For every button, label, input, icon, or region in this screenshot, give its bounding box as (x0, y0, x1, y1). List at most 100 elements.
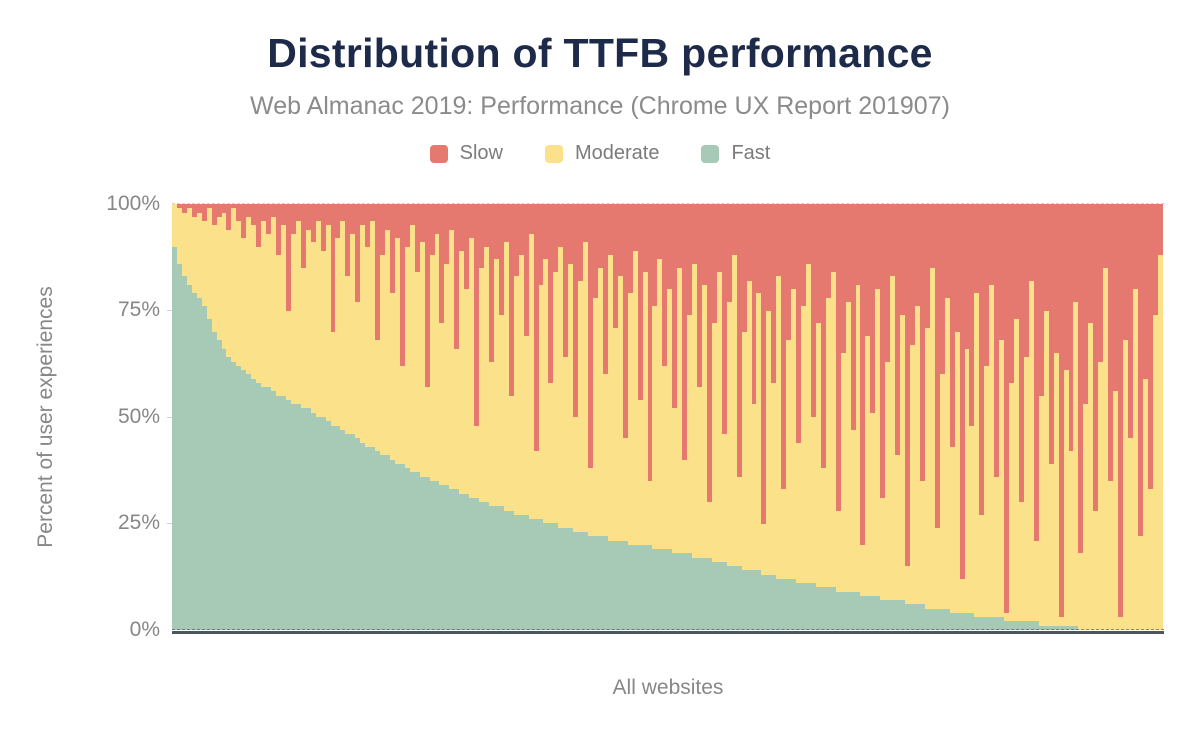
bar-column[interactable] (801, 204, 806, 630)
legend-item-slow[interactable]: Slow (429, 142, 503, 165)
bar-column[interactable] (771, 204, 777, 630)
bar-column[interactable] (880, 204, 886, 630)
bar-column[interactable] (449, 204, 455, 630)
bar-column[interactable] (845, 204, 851, 630)
bar-column[interactable] (290, 204, 296, 630)
bar-column[interactable] (493, 204, 499, 630)
bar-column[interactable] (726, 204, 732, 630)
bar-column[interactable] (929, 204, 935, 630)
bar-column[interactable] (439, 204, 445, 630)
bar-column[interactable] (330, 204, 336, 630)
bar-column[interactable] (949, 204, 955, 630)
bar-column[interactable] (558, 204, 564, 630)
bar-column[interactable] (280, 204, 286, 630)
bar-column[interactable] (662, 204, 668, 630)
bar-column[interactable] (672, 204, 678, 630)
bar-column[interactable] (761, 204, 767, 630)
bar-column[interactable] (573, 204, 579, 630)
bar-column[interactable] (518, 204, 524, 630)
bar-column[interactable] (860, 204, 866, 630)
bar-column[interactable] (667, 204, 673, 630)
bar-column[interactable] (781, 204, 787, 630)
bar-column[interactable] (751, 204, 757, 630)
bar-column[interactable] (444, 204, 450, 630)
bar-column[interactable] (563, 204, 569, 630)
bar-column[interactable] (231, 204, 237, 630)
bar-column[interactable] (360, 204, 366, 630)
bar-column[interactable] (736, 204, 742, 630)
bar-column[interactable] (186, 204, 192, 630)
bar-column[interactable] (548, 204, 554, 630)
bar-column[interactable] (583, 204, 589, 630)
bar-column[interactable] (617, 204, 623, 630)
bar-column[interactable] (484, 204, 489, 630)
bar-column[interactable] (1063, 204, 1069, 630)
bar-column[interactable] (375, 204, 381, 630)
bar-column[interactable] (1018, 204, 1024, 630)
bar-column[interactable] (1033, 204, 1039, 630)
bar-column[interactable] (459, 204, 465, 630)
bar-column[interactable] (870, 204, 876, 630)
bar-column[interactable] (1123, 204, 1128, 630)
legend-item-moderate[interactable]: Moderate (544, 142, 659, 165)
bar-column[interactable] (429, 204, 435, 630)
bar-column[interactable] (305, 204, 311, 630)
bar-column[interactable] (315, 204, 321, 630)
bar-column[interactable] (989, 204, 995, 630)
bar-column[interactable] (999, 204, 1005, 630)
bar-column[interactable] (389, 204, 395, 630)
bar-column[interactable] (721, 204, 727, 630)
bar-column[interactable] (384, 204, 390, 630)
bar-column[interactable] (865, 204, 871, 630)
bar-column[interactable] (786, 204, 792, 630)
bar-column[interactable] (1038, 204, 1044, 630)
bar-column[interactable] (221, 204, 227, 630)
bar-column[interactable] (345, 204, 351, 630)
bar-column[interactable] (276, 204, 281, 630)
bar-column[interactable] (1093, 204, 1099, 630)
bar-column[interactable] (1043, 204, 1049, 630)
bar-column[interactable] (756, 204, 762, 630)
bar-column[interactable] (251, 204, 257, 630)
bar-column[interactable] (261, 204, 267, 630)
bar-column[interactable] (944, 204, 950, 630)
bar-column[interactable] (271, 204, 277, 630)
bar-column[interactable] (612, 204, 618, 630)
bar-column[interactable] (295, 204, 301, 630)
bar-column[interactable] (741, 204, 747, 630)
bar-column[interactable] (1078, 204, 1084, 630)
bar-column[interactable] (1137, 204, 1143, 630)
bar-column[interactable] (498, 204, 504, 630)
bar-column[interactable] (875, 204, 881, 630)
bar-column[interactable] (791, 204, 797, 630)
bar-column[interactable] (578, 204, 584, 630)
bar-column[interactable] (479, 204, 485, 630)
bar-column[interactable] (914, 204, 920, 630)
bar-column[interactable] (607, 204, 613, 630)
bar-column[interactable] (523, 204, 529, 630)
bar-column[interactable] (1118, 204, 1123, 630)
bar-column[interactable] (370, 204, 376, 630)
bar-column[interactable] (830, 204, 836, 630)
bar-column[interactable] (513, 204, 519, 630)
bar-column[interactable] (1028, 204, 1034, 630)
bar-column[interactable] (602, 204, 608, 630)
bar-column[interactable] (642, 204, 648, 630)
bar-column[interactable] (766, 204, 772, 630)
bar-column[interactable] (553, 204, 559, 630)
bar-column[interactable] (979, 204, 985, 630)
bar-column[interactable] (1073, 204, 1079, 630)
bar-column[interactable] (201, 204, 207, 630)
bar-column[interactable] (910, 204, 915, 630)
bar-column[interactable] (1132, 204, 1138, 630)
bar-column[interactable] (1142, 204, 1148, 630)
bar-column[interactable] (1127, 204, 1133, 630)
legend-item-fast[interactable]: Fast (701, 142, 770, 165)
bar-column[interactable] (924, 204, 930, 630)
bar-column[interactable] (310, 204, 316, 630)
bar-column[interactable] (895, 204, 901, 630)
bar-column[interactable] (474, 204, 480, 630)
bar-column[interactable] (241, 204, 247, 630)
bar-column[interactable] (647, 204, 653, 630)
bar-column[interactable] (454, 204, 460, 630)
